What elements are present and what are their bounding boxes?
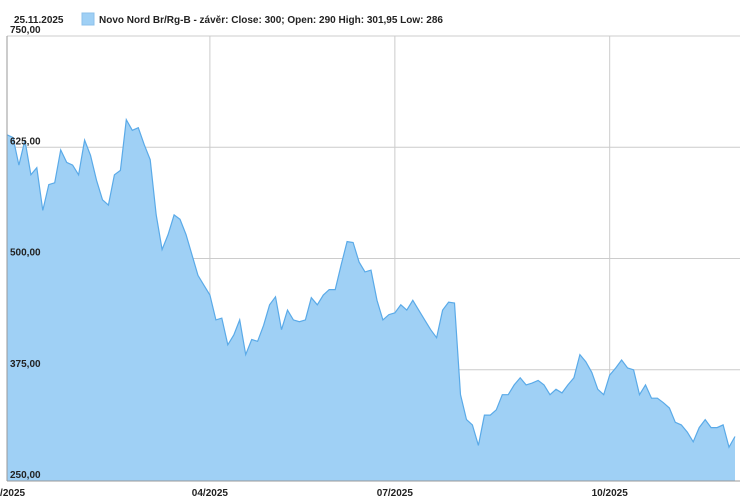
legend-swatch bbox=[81, 12, 95, 26]
y-tick-label: 250,00 bbox=[10, 470, 41, 481]
x-tick-label: 01/2025 bbox=[0, 488, 26, 499]
x-tick-label: 07/2025 bbox=[377, 488, 414, 499]
y-tick-label: 500,00 bbox=[10, 248, 41, 259]
y-tick-label: 750,00 bbox=[10, 25, 41, 36]
line bbox=[6, 117, 736, 449]
legend-label: Novo Nord Br/Rg-B - závěr: Close: 300; O… bbox=[99, 15, 443, 26]
x-tick-label: 04/2025 bbox=[192, 488, 229, 499]
x-tick-label: 10/2025 bbox=[592, 488, 629, 499]
area bbox=[7, 119, 735, 481]
y-tick-label: 625,00 bbox=[10, 136, 41, 147]
y-tick-label: 375,00 bbox=[10, 359, 41, 370]
chart-date: 25.11.2025 bbox=[14, 15, 64, 26]
